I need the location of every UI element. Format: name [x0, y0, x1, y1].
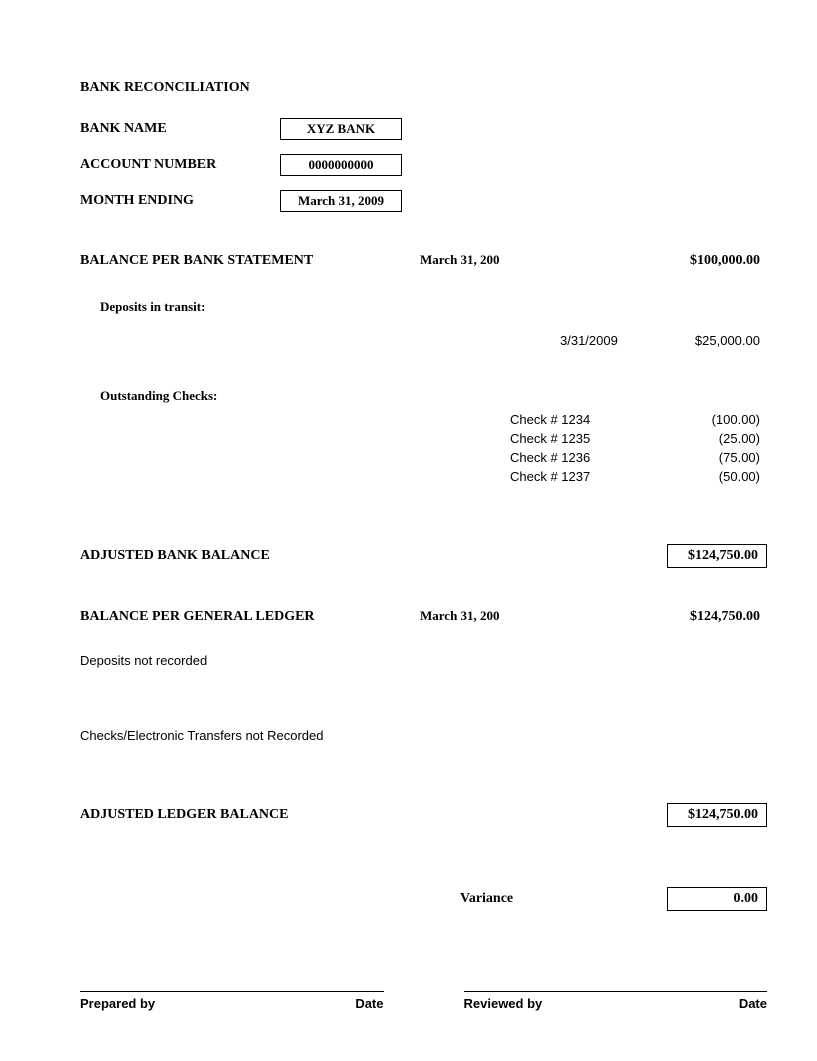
adjusted-ledger-balance-label: ADJUSTED LEDGER BALANCE [80, 807, 667, 823]
balance-per-bank-row: BALANCE PER BANK STATEMENT March 31, 200… [80, 252, 767, 269]
account-number-value: 0000000000 [280, 154, 402, 176]
check-row: Check # 1236 (75.00) [80, 450, 767, 465]
checks-not-recorded-label: Checks/Electronic Transfers not Recorded [80, 728, 767, 743]
check-amount: (100.00) [640, 412, 760, 427]
account-number-label: ACCOUNT NUMBER [80, 157, 280, 173]
check-name: Check # 1236 [510, 450, 640, 465]
bank-reconciliation-doc: BANK RECONCILIATION BANK NAME XYZ BANK A… [0, 0, 817, 1061]
adjusted-ledger-balance-row: ADJUSTED LEDGER BALANCE $124,750.00 [80, 803, 767, 827]
check-amount: (50.00) [640, 469, 760, 484]
variance-amount: 0.00 [667, 887, 767, 911]
deposits-not-recorded-label: Deposits not recorded [80, 653, 767, 668]
check-name: Check # 1234 [510, 412, 640, 427]
prepared-by-label: Prepared by [80, 996, 155, 1011]
check-amount: (75.00) [640, 450, 760, 465]
deposit-amount: $25,000.00 [640, 333, 760, 348]
adjusted-ledger-balance-amount: $124,750.00 [667, 803, 767, 827]
prepared-by-date-label: Date [355, 996, 383, 1011]
balance-per-gl-row: BALANCE PER GENERAL LEDGER March 31, 200… [80, 608, 767, 625]
bank-name-value: XYZ BANK [280, 118, 402, 140]
prepared-by-line: Prepared by Date [80, 991, 384, 1011]
outstanding-checks-header: Outstanding Checks: [100, 388, 767, 404]
check-amount: (25.00) [640, 431, 760, 446]
check-row: Check # 1235 (25.00) [80, 431, 767, 446]
month-ending-value: March 31, 2009 [280, 190, 402, 212]
reviewed-by-label: Reviewed by [464, 996, 543, 1011]
month-ending-row: MONTH ENDING March 31, 2009 [80, 190, 767, 212]
deposit-date: 3/31/2009 [560, 333, 640, 348]
balance-per-gl-date: March 31, 200 [420, 608, 590, 624]
reviewed-by-date-label: Date [739, 996, 767, 1011]
adjusted-bank-balance-row: ADJUSTED BANK BALANCE $124,750.00 [80, 544, 767, 568]
bank-name-row: BANK NAME XYZ BANK [80, 118, 767, 140]
balance-per-bank-amount: $100,000.00 [590, 253, 760, 269]
bank-name-label: BANK NAME [80, 121, 280, 137]
adjusted-bank-balance-label: ADJUSTED BANK BALANCE [80, 548, 667, 564]
balance-per-gl-amount: $124,750.00 [590, 609, 760, 625]
signature-section: Prepared by Date Reviewed by Date [80, 991, 767, 1011]
deposits-in-transit-header: Deposits in transit: [100, 299, 767, 315]
doc-title: BANK RECONCILIATION [80, 80, 767, 96]
check-name: Check # 1237 [510, 469, 640, 484]
month-ending-label: MONTH ENDING [80, 193, 280, 209]
check-row: Check # 1237 (50.00) [80, 469, 767, 484]
reviewed-by-line: Reviewed by Date [464, 991, 768, 1011]
deposit-row: 3/31/2009 $25,000.00 [80, 333, 767, 348]
check-row: Check # 1234 (100.00) [80, 412, 767, 427]
check-name: Check # 1235 [510, 431, 640, 446]
adjusted-bank-balance-amount: $124,750.00 [667, 544, 767, 568]
balance-per-bank-label: BALANCE PER BANK STATEMENT [80, 253, 420, 269]
balance-per-gl-label: BALANCE PER GENERAL LEDGER [80, 609, 420, 625]
account-number-row: ACCOUNT NUMBER 0000000000 [80, 154, 767, 176]
variance-label: Variance [460, 891, 667, 907]
variance-row: Variance 0.00 [80, 887, 767, 911]
balance-per-bank-date: March 31, 200 [420, 252, 590, 268]
